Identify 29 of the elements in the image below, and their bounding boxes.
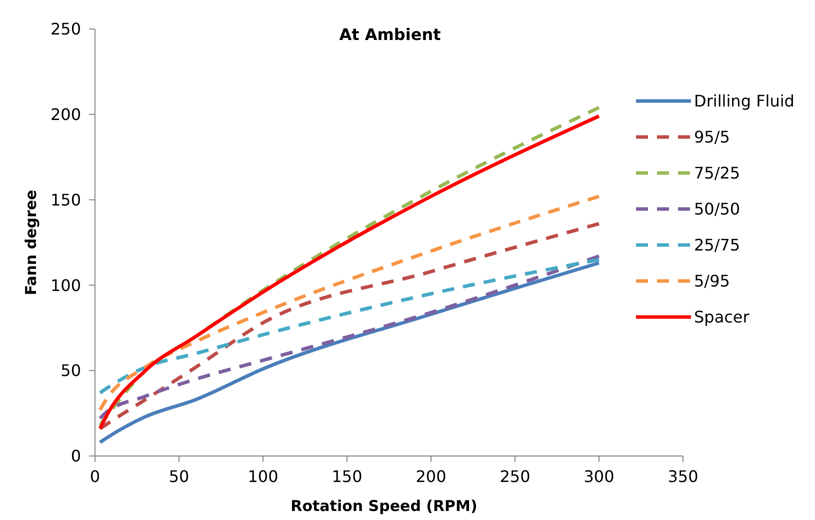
line-series [98, 222, 601, 430]
line-series [98, 258, 601, 395]
y-axis-title: Fann degree [22, 190, 40, 296]
x-tick-label: 350 [668, 467, 698, 486]
x-tick-label: 150 [332, 467, 362, 486]
y-tick-label: 0 [70, 446, 81, 466]
legend-label: 25/75 [694, 236, 740, 255]
x-tick-label: 50 [168, 467, 190, 486]
chart-title: At Ambient [339, 25, 442, 44]
line-series [98, 194, 601, 412]
legend-label: 95/5 [694, 128, 730, 147]
y-tick-label: 250 [50, 20, 81, 39]
line-series [98, 254, 601, 420]
x-tick-label: 200 [416, 467, 446, 486]
legend-label: Drilling Fluid [694, 92, 794, 111]
x-tick-label: 100 [248, 467, 278, 486]
x-axis-title: Rotation Speed (RPM) [290, 497, 478, 515]
legend-label: 5/95 [694, 272, 730, 291]
y-tick-label: 50 [60, 361, 81, 380]
y-tick-label: 200 [50, 105, 81, 124]
y-tick-label: 150 [50, 190, 81, 210]
x-tick-label: 300 [584, 467, 614, 486]
legend-label: Spacer [694, 308, 750, 327]
legend-label: 50/50 [694, 200, 740, 219]
x-tick-label: 250 [500, 467, 530, 486]
line-series [98, 261, 601, 444]
x-tick-label: 0 [90, 467, 100, 486]
y-tick-label: 100 [50, 276, 81, 295]
legend-label: 75/25 [694, 164, 740, 183]
